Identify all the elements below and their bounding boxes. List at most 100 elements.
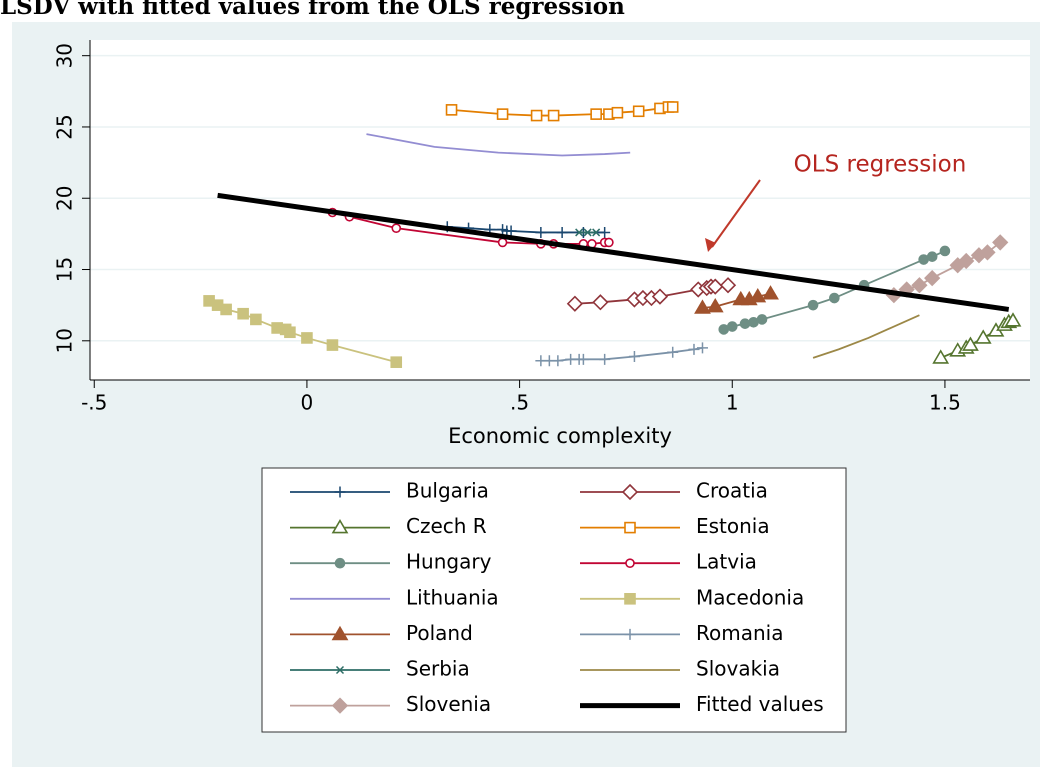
marker [335, 665, 345, 675]
marker [807, 299, 819, 311]
marker [611, 106, 624, 119]
marker [331, 697, 349, 714]
marker [604, 237, 614, 248]
marker [583, 228, 592, 237]
marker [756, 314, 768, 325]
marker [829, 292, 840, 304]
series-line [366, 133, 631, 157]
y-tick-label: 10 [53, 328, 77, 353]
marker [974, 329, 992, 344]
marker [694, 299, 711, 314]
marker [592, 294, 609, 311]
marker [666, 101, 679, 113]
marker [992, 234, 1009, 251]
legend-label: Fitted values [696, 692, 824, 716]
marker [505, 225, 517, 237]
chart-title: LSDV with fitted values from the OLS reg… [0, 0, 625, 20]
marker [688, 343, 700, 355]
x-tick-label: 1 [726, 391, 739, 415]
legend-label: Romania [696, 621, 783, 645]
marker [979, 244, 996, 261]
marker [706, 297, 724, 313]
marker [445, 104, 458, 116]
marker [918, 254, 929, 265]
legend-label: Latvia [696, 550, 757, 574]
marker [621, 483, 639, 501]
marker [624, 521, 636, 534]
legend [261, 467, 847, 733]
marker [625, 558, 635, 569]
marker [696, 342, 708, 354]
y-tick-label: 25 [53, 114, 77, 139]
marker [707, 278, 724, 295]
marker [592, 228, 601, 237]
x-axis-label: Economic complexity [448, 424, 672, 448]
plot-area [90, 40, 1030, 380]
marker [326, 339, 339, 351]
marker [939, 245, 951, 257]
marker [667, 346, 679, 358]
annotation-arrowhead [705, 238, 716, 252]
marker [334, 557, 346, 569]
marker [599, 353, 611, 365]
marker [718, 324, 730, 335]
marker [632, 105, 645, 118]
marker [762, 285, 779, 300]
marker [250, 313, 262, 326]
marker [530, 109, 543, 122]
legend-label: Croatia [696, 479, 768, 503]
marker [301, 332, 313, 344]
marker [390, 356, 403, 368]
marker [566, 295, 584, 312]
marker [284, 326, 296, 339]
legend-label: Slovakia [696, 657, 780, 681]
marker [535, 226, 547, 238]
legend-label: Slovenia [406, 692, 491, 716]
marker [552, 355, 564, 367]
marker [624, 628, 636, 640]
marker [1004, 312, 1022, 327]
annotation-arrow [711, 179, 761, 248]
y-tick-label: 30 [53, 43, 77, 68]
marker [628, 350, 640, 362]
legend-label: Lithuania [406, 585, 499, 609]
marker [924, 269, 941, 287]
legend-label: Czech R [406, 514, 487, 538]
marker [749, 288, 767, 303]
marker [590, 108, 602, 120]
marker [556, 226, 568, 238]
legend-label: Macedonia [696, 585, 804, 609]
marker [497, 237, 508, 248]
marker [911, 277, 928, 294]
marker [958, 252, 975, 270]
marker [719, 277, 737, 294]
legend-label: Hungary [406, 550, 492, 574]
annotation: OLS regression [794, 152, 967, 178]
legend-label: Serbia [406, 657, 470, 681]
legend-label: Bulgaria [406, 479, 489, 503]
marker [331, 519, 349, 534]
x-tick-label: 0 [301, 391, 314, 415]
marker [331, 625, 349, 641]
marker [496, 108, 509, 120]
marker [237, 307, 249, 320]
series-line [812, 314, 920, 359]
marker [575, 228, 584, 237]
x-tick-label: 1.5 [929, 391, 961, 415]
y-tick-label: 20 [53, 186, 77, 211]
marker [926, 251, 938, 262]
x-tick-label: .5 [510, 391, 529, 415]
marker [739, 318, 751, 329]
marker [577, 353, 589, 365]
marker [726, 321, 738, 332]
marker [651, 288, 669, 305]
marker [547, 109, 560, 122]
marker [624, 592, 636, 605]
marker [391, 223, 402, 233]
legend-label: Poland [406, 621, 473, 645]
x-tick-label: -.5 [81, 391, 107, 415]
marker [334, 486, 346, 498]
marker [932, 349, 950, 364]
marker [748, 316, 759, 328]
